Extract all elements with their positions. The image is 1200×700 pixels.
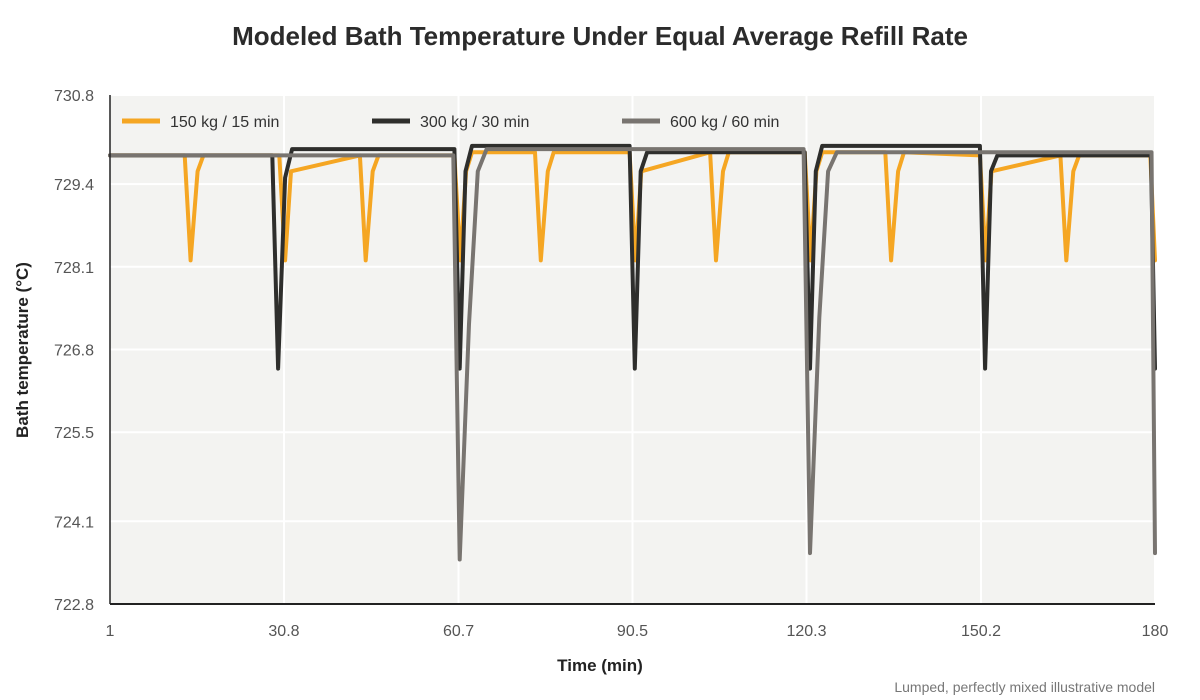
x-tick-label: 1 [106, 623, 115, 640]
x-tick-label: 60.7 [443, 623, 474, 640]
y-tick-label: 728.1 [54, 260, 94, 277]
legend: 150 kg / 15 min 300 kg / 30 min 600 kg / 6… [122, 114, 779, 131]
y-tick-label: 724.1 [54, 514, 94, 531]
series-lines [108, 143, 1157, 562]
y-tick-labels: 722.8 724.1 725.5 726.8 728.1 729.4 730.8 [54, 88, 94, 614]
x-tick-labels: 1 30.8 60.7 90.5 120.3 150.2 180 [106, 623, 1169, 640]
y-tick-label: 726.8 [54, 343, 94, 360]
x-axis-label: Time (min) [557, 656, 643, 675]
y-tick-label: 725.5 [54, 425, 94, 442]
legend-label: 150 kg / 15 min [170, 114, 279, 131]
y-tick-label: 722.8 [54, 597, 94, 614]
y-tick-label: 730.8 [54, 88, 94, 105]
y-axis-label: Bath temperature (°C) [13, 262, 32, 438]
x-tick-label: 150.2 [961, 623, 1001, 640]
series-line-2 [108, 143, 1157, 371]
legend-label: 600 kg / 60 min [670, 114, 779, 131]
footnote: Lumped, perfectly mixed illustrative mod… [894, 679, 1155, 695]
x-tick-label: 30.8 [268, 623, 299, 640]
series-line-3 [108, 147, 1157, 562]
x-tick-label: 120.3 [786, 623, 826, 640]
y-tick-label: 729.4 [54, 177, 94, 194]
x-tick-label: 90.5 [617, 623, 648, 640]
legend-label: 300 kg / 30 min [420, 114, 529, 131]
x-tick-label: 180 [1142, 623, 1169, 640]
chart-title: Modeled Bath Temperature Under Equal Ave… [232, 21, 968, 51]
